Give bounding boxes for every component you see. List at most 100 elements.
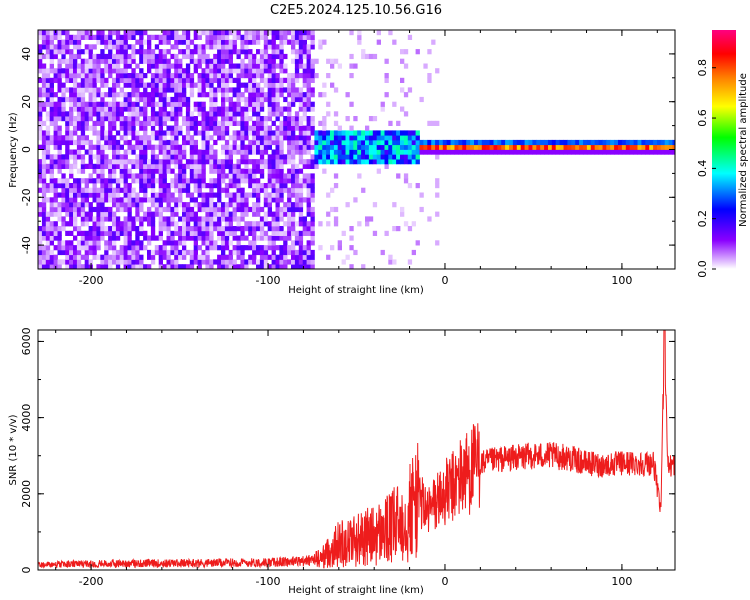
spectrogram-cell [154,202,160,208]
spectrogram-cell [248,245,253,251]
spectrogram-cell [100,254,105,260]
spectrogram-cell [100,211,105,217]
spectrogram-cell [193,130,198,136]
spectrogram-cell [403,173,409,179]
spectrogram-cell [330,82,335,88]
spectrogram-cell [509,149,514,155]
spectrogram-cell [76,206,82,213]
spectrogram-cell [135,206,140,213]
spectrogram-cell [73,101,78,107]
spectrogram-cell [139,254,144,260]
spectrogram-cell [236,101,241,107]
spectrogram-cell [166,130,171,136]
spectrogram-cell [267,125,272,131]
spectrogram-cell [213,125,218,131]
spectrogram-cell [143,245,148,251]
spectrogram-cell [668,139,673,146]
spectrogram-cell [217,173,222,179]
spectrogram-cell [403,154,409,160]
spectrogram-cell [150,235,156,241]
spectrogram-cell [100,197,105,203]
spectrogram-cell [143,96,148,103]
spectrogram-cell [209,125,214,131]
spectrogram-cell [279,230,284,236]
spectrogram-cell [221,240,226,246]
spectrogram-cell [294,264,300,269]
spectrogram-cell [61,249,66,256]
spectrogram-cell [306,245,311,251]
spectrogram-cell [244,197,249,203]
spectrogram-cell [221,245,226,251]
spectrogram-cell [49,96,54,103]
spectrogram-cell [209,58,214,64]
spectrogram-cell [302,125,307,131]
spectrogram-cell [73,68,78,74]
spectrogram-cell [154,92,160,98]
spectrogram-cell [209,178,214,184]
spectrogram-cell [112,139,117,146]
spectrogram-cell [38,106,43,112]
spectrogram-cell [244,53,249,60]
spectrogram-cell [115,101,121,107]
spectrogram-cell [49,68,54,74]
spectrogram-cell [205,230,210,236]
spectrogram-cell [380,139,385,146]
spectrogram-cell [174,130,179,136]
spectrogram-cell [407,87,413,93]
spectrogram-cell [345,92,350,98]
spectrogram-cell [197,73,202,79]
spectrogram-cell [197,230,202,236]
spectrogram-cell [365,221,370,227]
spectrogram-cell [185,230,191,236]
spectrogram-cell [150,92,156,98]
spectrogram-cell [69,206,74,213]
spectrogram-cell [302,163,307,169]
spectrogram-cell [217,87,222,93]
spectrogram-cell [232,192,237,198]
spectrogram-cell [637,149,642,155]
spectrogram-cell [57,163,62,169]
spectrogram-cell [61,96,66,103]
spectrogram-cell [119,144,124,150]
spectrogram-cell [112,211,117,217]
spectrogram-cell [275,245,280,251]
spectrogram-cell [310,92,315,98]
spectrogram-cell [147,235,152,241]
spectrogram-cell [259,264,265,269]
spectrogram-cell [248,49,253,55]
spectrogram-cell [267,58,272,64]
spectrogram-cell [283,68,288,74]
spectrogram-cell [112,39,117,45]
spectrogram-cell [131,149,136,155]
spectrogram-cell [275,30,280,36]
spectrogram-cell [139,120,144,126]
spectrogram-cell [224,154,230,160]
spectrogram-cell [170,44,175,50]
x-tick-label: -200 [79,274,104,287]
spectrogram-cell [579,144,584,150]
spectrogram-cell [189,254,195,260]
spectrogram-cell [470,149,475,155]
spectrogram-cell [49,163,54,169]
spectrogram-cell [123,230,128,236]
spectrogram-cell [279,68,284,74]
spectrogram-cell [240,34,245,40]
spectrogram-cell [49,168,54,174]
spectrogram-cell [252,87,257,93]
spectrogram-cell [69,249,74,256]
spectrogram-cell [84,254,89,260]
spectrogram-cell [182,30,187,36]
spectrogram-cell [112,63,117,69]
spectrogram-cell [115,58,121,64]
spectrogram-cell [162,111,167,117]
spectrogram-cell [197,154,202,160]
spectrogram-cell [108,163,113,169]
spectrogram-cell [119,116,124,122]
spectrogram-cell [131,68,136,74]
spectrogram-cell [221,58,226,64]
spectrogram-cell [263,183,269,189]
spectrogram-cell [100,202,105,208]
spectrogram-cell [263,49,269,55]
spectrogram-cell [256,192,261,198]
spectrogram-cell [193,254,198,260]
